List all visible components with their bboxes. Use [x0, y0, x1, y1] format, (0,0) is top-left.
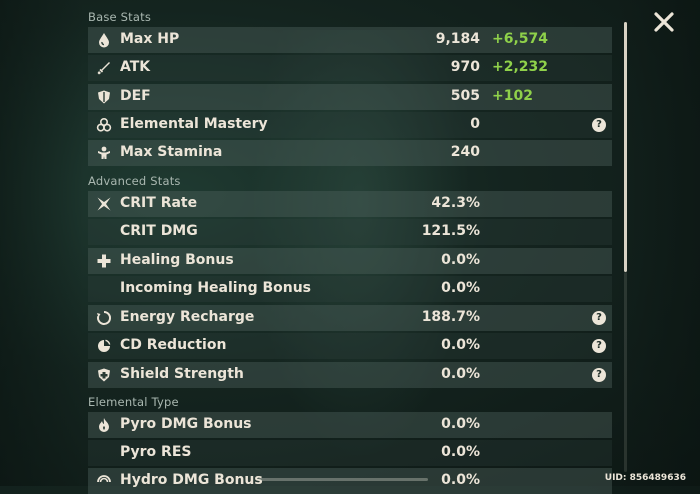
cooldown-icon — [98, 339, 111, 352]
plus-cross-icon — [97, 254, 111, 268]
section-elemental-title: Elemental Type — [88, 395, 179, 409]
stat-label: Pyro RES — [120, 444, 192, 460]
stat-value: 0.0% — [441, 337, 480, 353]
stat-value: 188.7% — [421, 309, 480, 325]
bottom-scroll-indicator — [258, 478, 428, 481]
stat-label: CRIT Rate — [120, 195, 198, 211]
stat-value: 9,184 — [435, 31, 480, 47]
stat-label: Elemental Mastery — [120, 116, 268, 132]
scrollbar-track[interactable] — [624, 272, 627, 472]
stat-value: 0.0% — [441, 280, 480, 296]
stat-label: Max HP — [120, 31, 180, 47]
energy-icon — [97, 310, 111, 325]
stat-value: 0.0% — [441, 472, 480, 488]
stat-value: 42.3% — [431, 195, 480, 211]
stat-label: CD Reduction — [120, 337, 227, 353]
stat-row-pyro-res: Pyro RES 0.0% — [88, 440, 612, 466]
stat-label: Energy Recharge — [120, 309, 255, 325]
stat-row-crit-dmg: CRIT DMG 121.5% — [88, 219, 612, 245]
stat-label: Pyro DMG Bonus — [120, 416, 252, 432]
stamina-icon — [98, 146, 110, 159]
stat-value: 505 — [450, 88, 480, 104]
stat-label: Healing Bonus — [120, 252, 234, 268]
scrollbar-thumb[interactable] — [624, 22, 627, 272]
stat-value: 0 — [470, 116, 480, 132]
section-base-title: Base Stats — [88, 10, 152, 24]
stat-row-cd-reduction: CD Reduction 0.0% ? — [88, 333, 612, 359]
help-icon[interactable]: ? — [592, 311, 606, 325]
pyro-icon — [99, 418, 109, 432]
stat-label: Hydro DMG Bonus — [120, 472, 263, 488]
stat-label: DEF — [120, 88, 151, 104]
stat-row-def: DEF 505 +102 — [88, 84, 612, 110]
help-icon[interactable]: ? — [592, 118, 606, 132]
close-icon[interactable] — [652, 10, 676, 34]
uid-label: UID: 856489636 — [604, 473, 686, 483]
stat-value: 0.0% — [441, 366, 480, 382]
stat-value: 121.5% — [421, 223, 480, 239]
stat-label: Max Stamina — [120, 144, 223, 160]
crit-icon — [97, 197, 111, 211]
stat-label: Incoming Healing Bonus — [120, 280, 312, 296]
help-icon[interactable]: ? — [592, 368, 606, 382]
stat-value: 0.0% — [441, 252, 480, 268]
stat-row-atk: ATK 970 +2,232 — [88, 55, 612, 81]
stat-value: 0.0% — [441, 416, 480, 432]
stat-bonus: +2,232 — [492, 59, 549, 75]
stat-bonus: +102 — [492, 88, 533, 104]
stat-row-max-stamina: Max Stamina 240 — [88, 140, 612, 166]
section-advanced-title: Advanced Stats — [88, 174, 181, 188]
shield-icon — [98, 90, 110, 104]
stat-row-max-hp: Max HP 9,184 +6,574 — [88, 27, 612, 53]
sword-icon — [97, 62, 110, 75]
stat-row-pyro-dmg-bonus: Pyro DMG Bonus 0.0% — [88, 412, 612, 438]
stat-label: Shield Strength — [120, 366, 244, 382]
stat-value: 970 — [450, 59, 480, 75]
watermark: UID: 856489636 — [582, 458, 692, 486]
stat-row-energy-recharge: Energy Recharge 188.7% ? — [88, 305, 612, 331]
mastery-icon — [96, 117, 112, 132]
help-icon[interactable]: ? — [592, 339, 606, 353]
stat-row-shield-strength: Shield Strength 0.0% ? — [88, 362, 612, 388]
stat-row-elemental-mastery: Elemental Mastery 0 ? — [88, 112, 612, 138]
stat-label: ATK — [120, 59, 151, 75]
stat-row-hydro-dmg-bonus: Hydro DMG Bonus 0.0% — [88, 468, 612, 494]
shield-strength-icon — [98, 368, 110, 382]
stat-row-crit-rate: CRIT Rate 42.3% — [88, 191, 612, 217]
stat-bonus: +6,574 — [492, 31, 549, 47]
stat-label: CRIT DMG — [120, 223, 198, 239]
stat-value: 0.0% — [441, 444, 480, 460]
stat-row-incoming-healing-bonus: Incoming Healing Bonus 0.0% — [88, 276, 612, 302]
hp-drop-icon — [99, 33, 109, 48]
stat-row-healing-bonus: Healing Bonus 0.0% — [88, 248, 612, 274]
stat-value: 240 — [450, 144, 480, 160]
stats-panel: Base Stats Max HP 9,184 +6,574 ATK 970 +… — [84, 0, 614, 494]
hydro-icon — [97, 475, 111, 483]
